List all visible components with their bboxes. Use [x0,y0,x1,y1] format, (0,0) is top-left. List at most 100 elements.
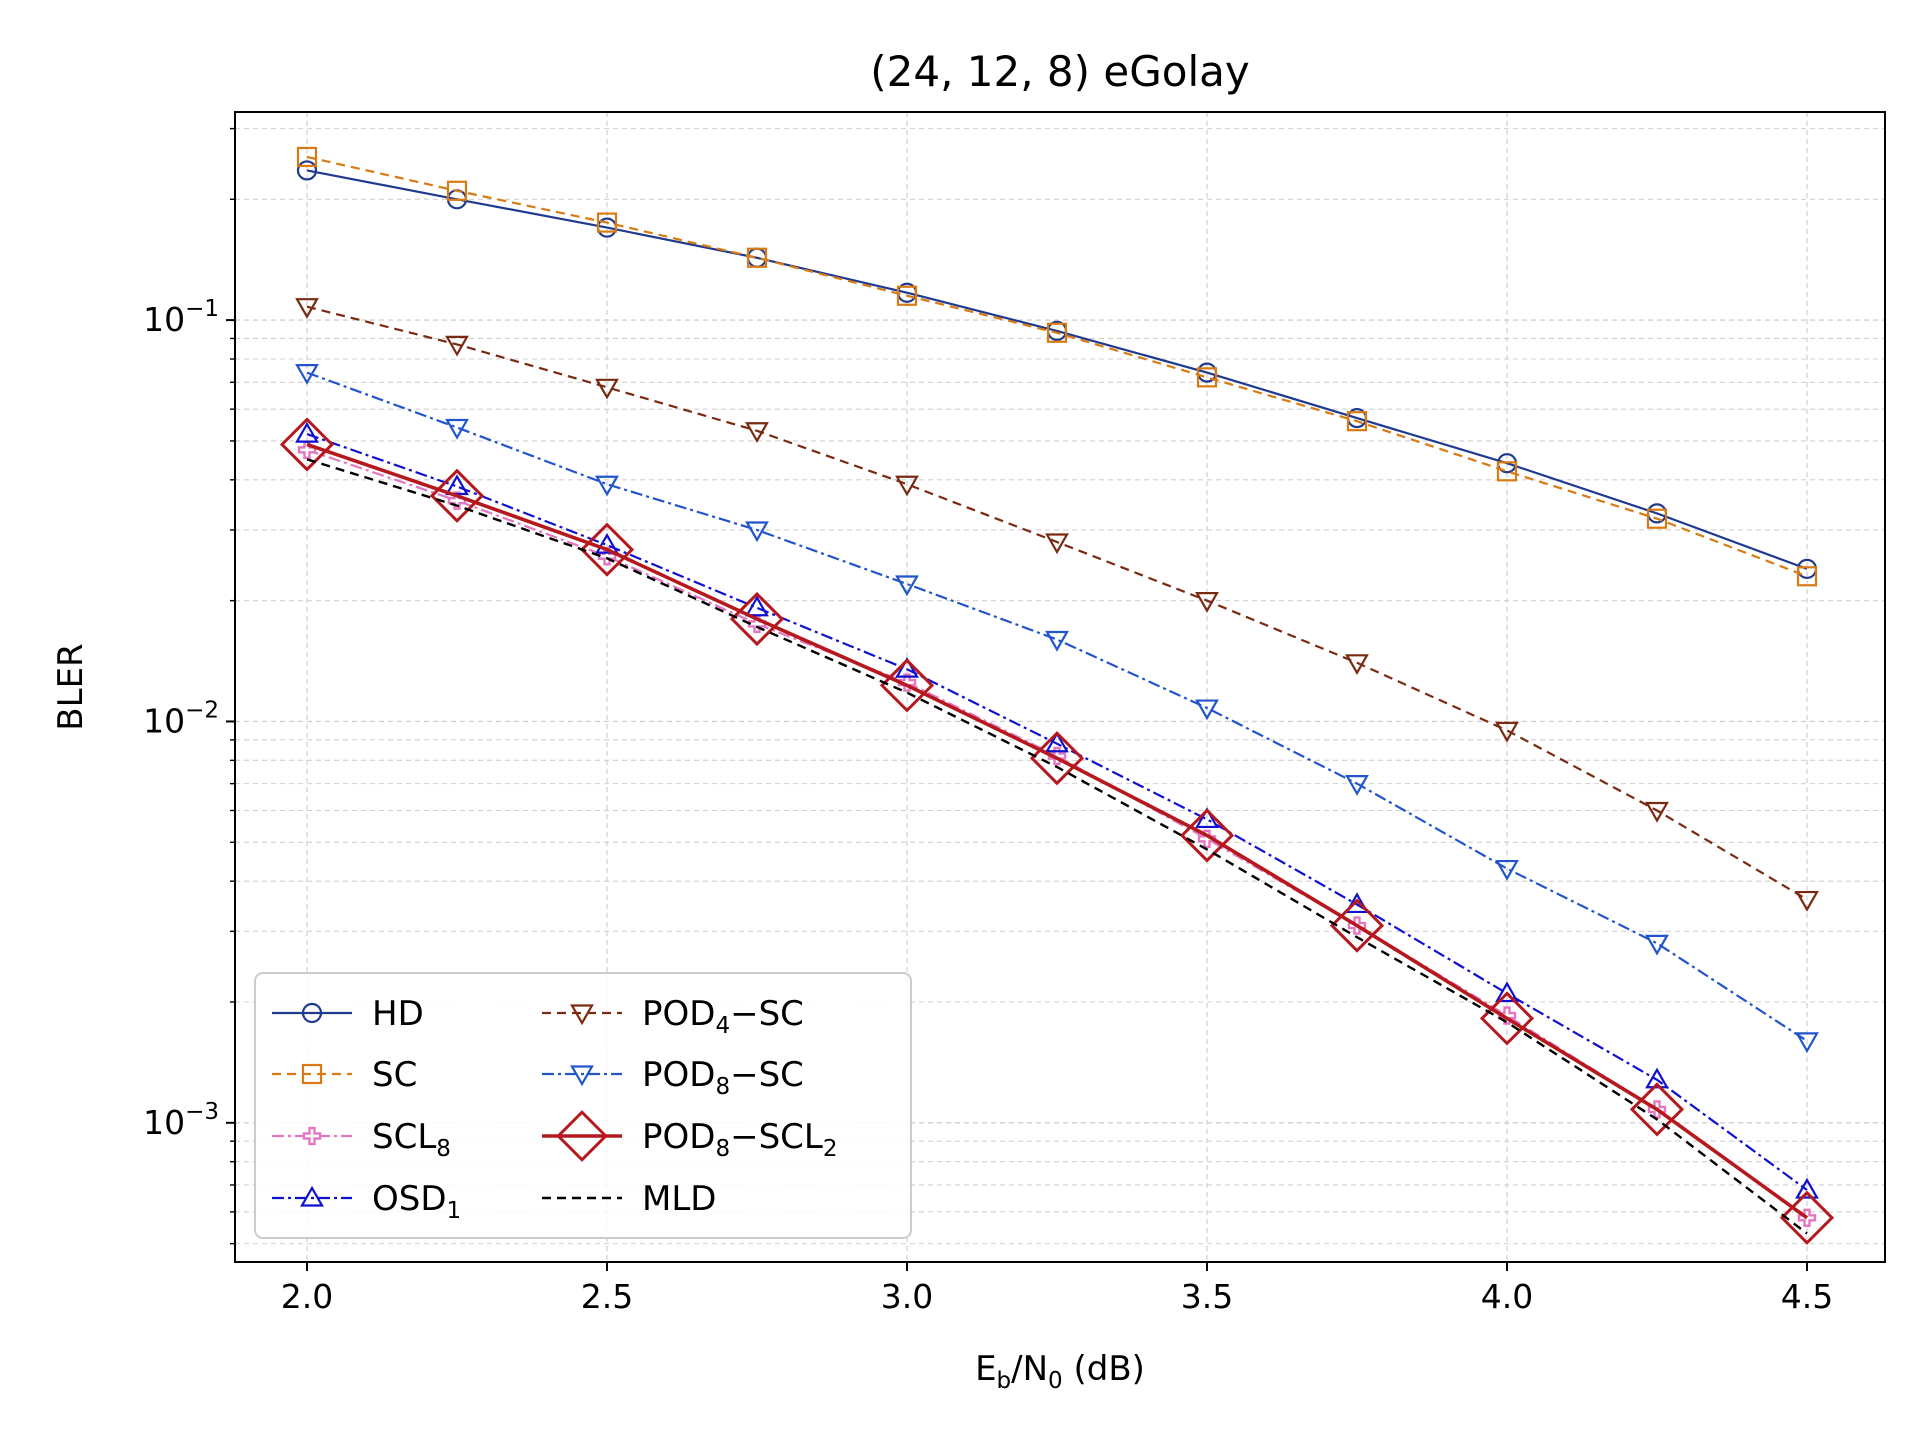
data-point [745,595,769,617]
data-point [1646,508,1668,529]
x-tick-label: 2.0 [281,1277,333,1316]
data-point [429,468,485,523]
y-tick-label: 10−1 [143,296,219,339]
y-axis: 10−1 10−2 10−3 [143,127,235,1245]
legend-label: OSD1 [372,1179,461,1224]
series-line-osd1 [306,433,1808,1191]
series-line-sc [306,155,1808,578]
data-point [596,212,618,233]
data-point [896,285,918,306]
series-pod8sc [295,363,1819,1054]
data-point [1796,566,1818,587]
legend-label: SCL8 [372,1117,451,1162]
legend-item-scl8: SCL8 [272,1117,451,1162]
legend-label: HD [372,994,424,1034]
series-pod8scl2 [279,417,1835,1245]
data-point [579,522,635,577]
data-point [1795,1177,1819,1199]
legend-item-pod8scl2: POD8−SCL2 [542,1110,838,1162]
data-point [895,575,919,597]
data-point [729,591,785,647]
data-point [300,1185,324,1207]
x-axis: 2.0 2.5 3.0 3.5 4.0 4.5 [281,1262,1833,1316]
data-point [302,1126,322,1146]
data-point [1346,411,1368,432]
series-line-mld [306,458,1808,1235]
grid [235,112,1885,1262]
data-point [445,335,469,357]
data-point [745,521,769,543]
data-point [1195,699,1219,721]
x-tick-label: 2.5 [581,1277,633,1316]
data-point [1645,934,1669,956]
data-point [1795,1032,1819,1054]
legend-item-pod8sc: POD8−SC [542,1055,804,1100]
data-point [895,475,919,497]
data-point [295,421,319,443]
legend-label: POD8−SC [642,1055,804,1100]
legend-box [254,972,912,1239]
legend-item-hd: HD [272,994,424,1034]
series-line-hd [306,169,1808,570]
data-point [570,1004,594,1026]
data-point [597,547,617,566]
data-point [1029,731,1085,786]
y-tick-label: 10−3 [143,1099,219,1142]
series-pod4sc [295,298,1819,912]
data-point [296,160,318,181]
data-point [1779,1190,1835,1245]
data-point [1179,808,1235,863]
series-line-pod8scl2 [306,442,1809,1220]
legend-label: MLD [642,1179,716,1219]
x-axis-label: Eb/N0 (dB) [975,1349,1145,1394]
data-point [301,1063,323,1085]
x-tick-label: 3.0 [881,1277,933,1316]
data-point [1496,461,1518,482]
legend-label: SC [372,1055,417,1095]
data-point [746,247,768,268]
series-osd1 [295,421,1819,1199]
data-point [1345,775,1369,796]
data-point [745,422,769,443]
data-point [1345,892,1369,914]
data-point [295,298,319,319]
data-point [445,418,469,440]
plot-frame [234,111,1886,1263]
data-point [1645,1067,1669,1089]
data-point [556,1110,608,1162]
legend-label: POD4−SC [642,994,804,1039]
y-tick-label: 10−2 [143,697,219,740]
legend-item-osd1: OSD1 [272,1179,461,1224]
data-point [1495,721,1519,743]
series-line-pod4sc [306,305,1808,901]
data-point [595,378,619,400]
data-point [1495,981,1519,1003]
data-point [595,475,619,497]
data-point [1495,859,1519,881]
data-point [297,440,317,460]
y-axis-label: BLER [51,643,91,730]
data-point [1045,731,1069,753]
data-point [1345,654,1369,676]
data-point [1329,898,1385,953]
data-point [879,658,935,713]
data-point [301,1002,323,1024]
chart-title: (24, 12, 8) eGolay [870,47,1249,96]
data-point [1196,367,1218,388]
series-mld [306,458,1808,1235]
data-point [1629,1082,1685,1137]
data-point [1195,592,1219,613]
data-point [595,532,619,554]
data-point [279,417,335,472]
data-point [1045,533,1069,555]
x-tick-label: 4.0 [1481,1277,1533,1316]
data-point [570,1065,594,1087]
series-line-pod8sc [306,371,1808,1042]
data-point [295,363,319,385]
legend-label: POD8−SCL2 [642,1117,838,1162]
legend-item-mld: MLD [542,1179,716,1219]
legend-item-sc: SC [272,1055,417,1095]
data-point [1195,807,1219,829]
x-tick-label: 4.5 [1781,1277,1833,1316]
